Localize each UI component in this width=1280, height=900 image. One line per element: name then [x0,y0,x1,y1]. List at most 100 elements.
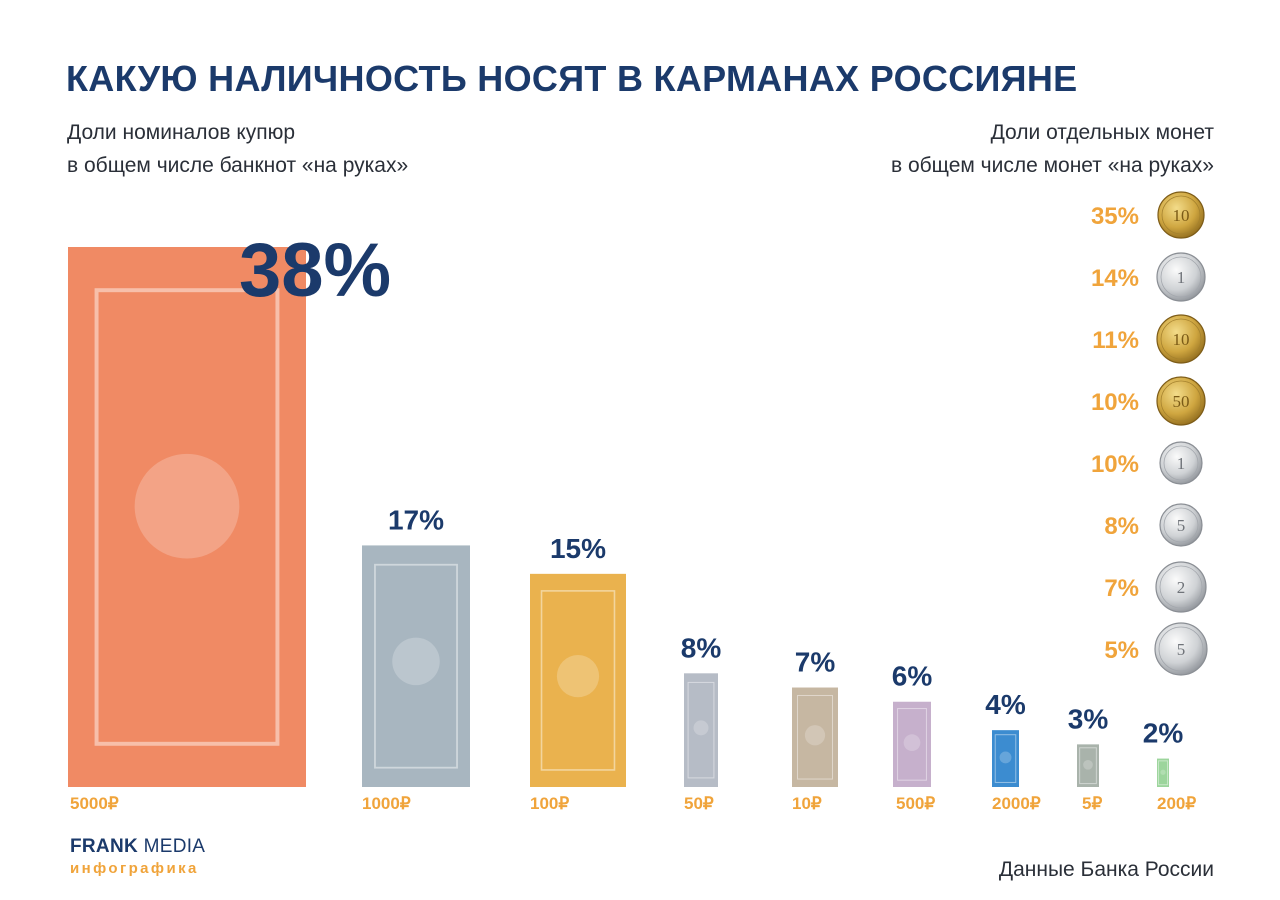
banknote-bar: 6% 500₽ [892,661,936,813]
coin-denomination: 2 [1177,578,1186,597]
coin-denomination: 10 [1173,330,1190,349]
coin-denomination: 1 [1177,268,1186,287]
coin-value-label: 8% [1104,513,1139,540]
coin-denomination: 10 [1173,206,1190,225]
coin-value-label: 7% [1104,575,1139,602]
banknote-pattern [994,734,1017,783]
coin-rim [1160,318,1202,360]
coin-denomination: 5 [1177,516,1186,535]
coin-rim [1160,256,1202,298]
banknote-bar: 38% 5000₽ [68,228,391,813]
coins-subtitle-line-1: Доли отдельных монет [990,121,1214,144]
banknote-pattern [94,288,280,746]
banknote-image [362,545,470,787]
banknote-image [792,687,838,787]
coin-value-label: 35% [1091,203,1139,230]
banknote-value-label: 2% [1143,718,1184,749]
banknote-pattern [540,590,616,771]
coin-value-label: 10% [1091,451,1139,478]
banknote-emblem [693,720,709,736]
banknotes-subtitle-line-2: в общем числе банкнот «на руках» [67,154,409,177]
banknote-image [530,573,626,787]
banknote-emblem [392,637,440,686]
banknote-value-label: 6% [892,661,933,692]
silver-coin-icon [1154,622,1208,676]
banknote-value-label: 4% [985,689,1026,720]
banknote-image [893,701,931,787]
data-source: Данные Банка России [998,858,1214,881]
banknote-pattern [687,681,715,779]
gold-coin-icon [1156,314,1206,364]
gold-coin-icon [1157,191,1205,239]
banknote-image [1077,744,1099,787]
banknote-value-label: 8% [681,632,722,663]
silver-coin-icon [1159,503,1203,547]
coins-subtitle-line-2: в общем числе монет «на руках» [890,154,1214,177]
banknote-pattern [374,563,458,769]
banknote-value-label: 3% [1068,703,1109,734]
silver-coin-icon [1156,252,1206,302]
denomination-label: 5₽ [1082,794,1102,813]
coin-value-label: 10% [1091,389,1139,416]
banknote-image [68,247,306,787]
coins-subtitle: Доли отдельных монет в общем числе монет… [891,116,1214,182]
banknote-image [1157,758,1169,787]
coin-row: 11% 10 [1092,314,1206,364]
silver-coin-icon [1155,561,1207,613]
coin-denomination: 5 [1177,640,1186,659]
brand-logo: FRANK MEDIA [70,836,205,858]
banknote-emblem [1083,759,1093,770]
coin-value-label: 14% [1091,265,1139,292]
banknote-value-label: 17% [388,504,444,535]
coin-row: 14% 1 [1091,252,1206,302]
denomination-label: 100₽ [530,794,569,813]
banknote-pattern [797,694,833,780]
banknote-value-label: 7% [795,647,836,678]
coin-rim [1158,626,1204,672]
denomination-label: 5000₽ [70,794,119,813]
denomination-label: 1000₽ [362,794,411,813]
banknote-image [684,673,718,787]
banknote-bar: 17% 1000₽ [362,504,470,813]
brand-subtitle: инфографика [70,860,199,877]
coin-row: 7% 2 [1104,561,1207,613]
banknote-value-label: 15% [550,533,606,564]
coin-denomination: 50 [1173,392,1190,411]
brand-bold: FRANK [70,836,138,857]
coin-row: 10% 1 [1091,441,1203,485]
coin-rim [1159,565,1203,609]
silver-coin-icon [1159,441,1203,485]
banknote-bar: 2% 200₽ [1143,718,1197,813]
banknote-bar: 3% 5₽ [1068,703,1109,813]
banknote-emblem [1160,769,1166,775]
coin-list: 35% 10 14% 1 11% 10 10% 50 10% 1 8% 5 7% 2 5% 5 [1091,191,1208,676]
coin-row: 8% 5 [1104,503,1203,547]
banknote-pattern [897,708,927,781]
banknote-emblem [556,655,600,698]
banknote-emblem [999,751,1012,764]
coin-row: 10% 50 [1091,376,1206,426]
banknote-pattern [1079,747,1097,785]
coin-row: 35% 10 [1091,191,1205,239]
denomination-label: 500₽ [896,794,935,813]
denomination-label: 50₽ [684,794,714,813]
banknote-bars: 38%5000₽17%1000₽15%100₽8%50₽7%10₽6%500₽4… [68,228,1196,813]
banknote-image [992,730,1019,787]
banknote-bar: 8% 50₽ [681,632,722,813]
brand-rest: MEDIA [143,836,206,857]
coin-denomination: 1 [1177,454,1186,473]
coin-value-label: 5% [1104,637,1139,664]
banknotes-subtitle-line-1: Доли номиналов купюр [67,121,296,144]
banknote-emblem [134,453,240,559]
banknote-emblem [903,734,921,752]
banknote-emblem [804,725,826,746]
coin-value-label: 11% [1092,327,1139,354]
banknote-bar: 4% 2000₽ [985,689,1041,813]
coin-rim [1163,445,1199,481]
coin-rim [1160,380,1202,422]
denomination-label: 2000₽ [992,794,1041,813]
banknote-bar: 7% 10₽ [792,647,838,813]
coin-rim [1161,195,1201,235]
banknote-value-label: 38% [239,228,391,313]
